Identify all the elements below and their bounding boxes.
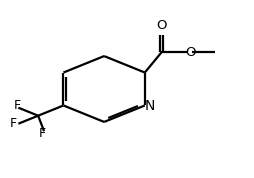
Text: N: N	[144, 99, 155, 113]
Text: F: F	[10, 117, 17, 130]
Text: O: O	[185, 46, 195, 59]
Text: O: O	[156, 19, 167, 32]
Text: F: F	[13, 99, 21, 112]
Text: F: F	[39, 127, 46, 140]
